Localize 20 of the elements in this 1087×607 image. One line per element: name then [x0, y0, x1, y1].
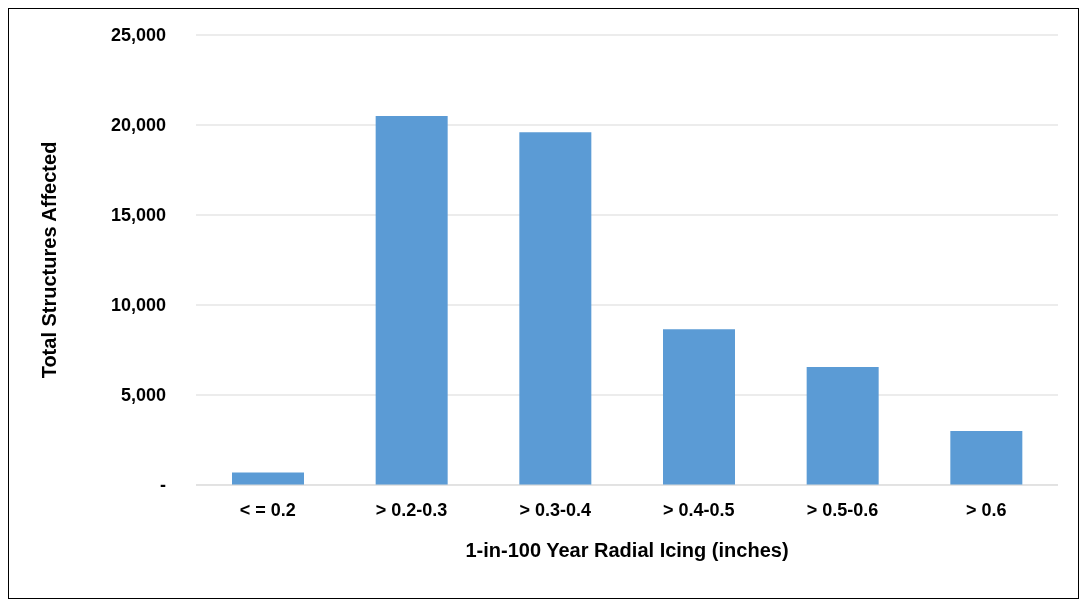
x-tick-label: < = 0.2	[239, 499, 296, 520]
x-tick-label: > 0.2-0.3	[375, 499, 448, 520]
y-tick-label: 15,000	[110, 205, 166, 226]
x-axis-title: 1-in-100 Year Radial Icing (inches)	[465, 539, 789, 561]
bar	[950, 431, 1023, 485]
y-tick-label: 5,000	[120, 385, 166, 406]
y-tick-label: -	[160, 475, 166, 496]
x-tick-label: > 0.4-0.5	[663, 499, 735, 520]
bar	[232, 472, 304, 485]
bar	[806, 367, 879, 485]
bar	[375, 116, 448, 485]
y-tick-label: 10,000	[110, 295, 166, 316]
y-axis-title: Total Structures Affected	[38, 141, 61, 379]
bar	[519, 132, 592, 485]
x-tick-label: > 0.6	[965, 499, 1007, 520]
y-tick-label: 25,000	[110, 25, 166, 46]
x-tick-label: > 0.3-0.4	[519, 499, 591, 520]
x-tick-label: > 0.5-0.6	[806, 499, 879, 520]
y-tick-label: 20,000	[110, 115, 166, 136]
bar	[663, 329, 735, 485]
